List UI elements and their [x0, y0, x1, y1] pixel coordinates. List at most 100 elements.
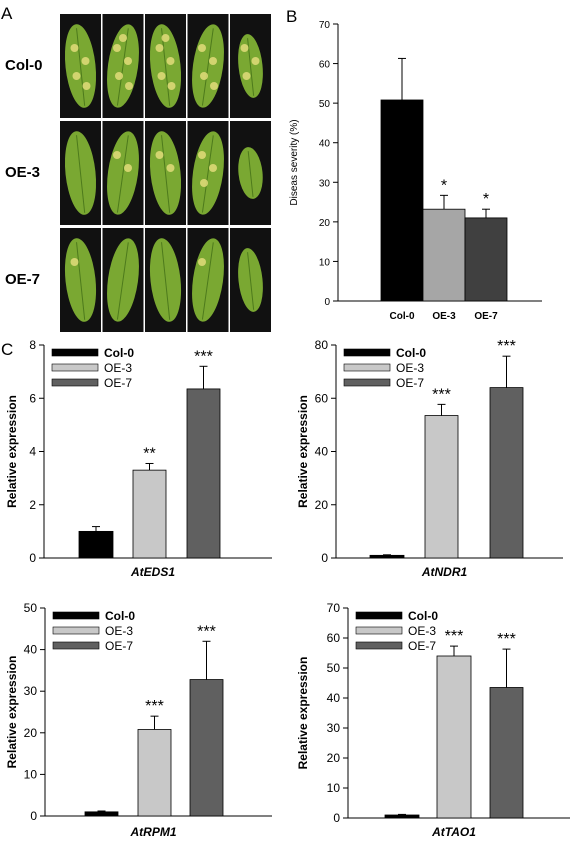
lesion-spot [251, 57, 260, 65]
leaf-midrib [161, 242, 171, 320]
panel-label-a: A [1, 4, 13, 23]
y-tick-label: 10 [319, 257, 331, 268]
bar-oe-7 [464, 217, 508, 302]
y-tick-label: 60 [319, 60, 331, 71]
bar-col-0 [380, 99, 424, 302]
leaf-midrib [201, 28, 214, 106]
bar-oe-3 [424, 415, 459, 559]
y-tick-label: 10 [24, 767, 38, 781]
panel-label-c: C [1, 340, 14, 359]
x-axis-title: AtNDR1 [421, 565, 468, 579]
lesion-spot [155, 151, 164, 159]
legend-swatch [51, 378, 99, 387]
legend-swatch [51, 348, 99, 357]
chart-tao1: 0 10 20 30 40 50 60 70 Relative expression *** ***… [296, 601, 570, 839]
leaf-midrib [247, 252, 255, 310]
lesion-spot [198, 151, 206, 159]
lesion-spot [209, 164, 217, 172]
legend-swatch [52, 641, 100, 650]
x-tick-label: OE-7 [474, 311, 498, 322]
y-tick-label: 50 [319, 99, 331, 110]
y-tick-label: 20 [24, 726, 38, 740]
lesion-spot [72, 72, 81, 80]
lesion-spot [240, 44, 249, 52]
bar-col-0 [369, 554, 405, 559]
significance-mark: *** [497, 338, 516, 355]
chart-severity: 0 10 20 30 40 50 60 70 Diseas severity (%) * * Col-… [289, 20, 542, 322]
lesion-spot [167, 82, 176, 90]
y-tick-label: 40 [319, 139, 331, 150]
y-tick-label: 10 [327, 781, 341, 795]
y-axis-title: Relative expression [5, 395, 19, 508]
leaf-midrib [161, 135, 171, 213]
y-tick-label: 70 [327, 601, 341, 615]
bar-oe-3 [436, 655, 472, 819]
legend-swatch [52, 611, 100, 620]
legend-swatch [343, 378, 391, 387]
leaf-midrib [76, 135, 86, 213]
bar-col-0 [78, 530, 114, 559]
y-tick-label: 20 [327, 751, 341, 765]
y-tick-label: 0 [30, 809, 37, 823]
y-tick-label: 0 [333, 811, 340, 825]
y-tick-label: 80 [315, 338, 329, 352]
x-axis-title: AtEDS1 [130, 565, 175, 579]
photo-row-label: OE-3 [5, 164, 40, 181]
y-tick-label: 0 [29, 551, 36, 565]
y-tick-label: 70 [319, 20, 331, 31]
lesion-spot [242, 72, 251, 80]
leaf-midrib [116, 28, 129, 106]
legend-swatch [355, 626, 403, 635]
x-tick-label: Col-0 [390, 311, 415, 322]
bar-oe-7 [489, 387, 524, 559]
legend-label: OE-3 [396, 361, 424, 375]
legend-swatch [51, 363, 99, 372]
legend-label: Col-0 [105, 609, 135, 623]
y-tick-label: 2 [29, 498, 36, 512]
leaf-midrib [201, 242, 214, 320]
leaf-midrib [161, 28, 171, 106]
lesion-spot [125, 82, 133, 90]
bar-col-0 [384, 814, 420, 819]
significance-mark: * [483, 191, 489, 208]
legend-label: OE-7 [104, 376, 132, 390]
legend-swatch [355, 641, 403, 650]
leaf-midrib [247, 151, 254, 197]
significance-mark: *** [445, 628, 464, 645]
y-tick-label: 20 [315, 498, 329, 512]
lesion-spot [70, 258, 79, 266]
y-tick-label: 60 [327, 631, 341, 645]
lesion-spot [166, 57, 175, 65]
legend-swatch [52, 626, 100, 635]
leaf-midrib [247, 38, 255, 96]
y-tick-label: 20 [319, 218, 331, 229]
legend-label: Col-0 [396, 346, 426, 360]
bar-oe-3 [422, 208, 466, 302]
y-tick-label: 60 [315, 391, 329, 405]
y-axis-title: Relative expression [296, 395, 310, 508]
leaf-midrib [76, 242, 86, 320]
leaf-midrib [116, 135, 129, 213]
y-tick-label: 40 [327, 691, 341, 705]
significance-mark: *** [145, 698, 164, 715]
significance-mark: ** [143, 445, 155, 462]
y-tick-label: 0 [324, 297, 330, 308]
y-tick-label: 30 [24, 684, 38, 698]
bar-oe-3 [132, 469, 167, 559]
significance-mark: *** [194, 348, 213, 365]
y-tick-label: 0 [321, 551, 328, 565]
x-axis-title: AtTAO1 [431, 825, 476, 839]
lesion-spot [198, 44, 206, 52]
legend-label: OE-7 [396, 376, 424, 390]
x-axis-title: AtRPM1 [129, 825, 176, 839]
lesion-spot [124, 164, 132, 172]
lesion-spot [82, 82, 91, 90]
leaf-midrib [76, 28, 86, 106]
leaf-midrib [201, 135, 214, 213]
legend-label: OE-7 [408, 639, 436, 653]
leaf-midrib [116, 242, 129, 320]
legend-label: OE-3 [104, 361, 132, 375]
bar-oe-7 [489, 687, 524, 819]
